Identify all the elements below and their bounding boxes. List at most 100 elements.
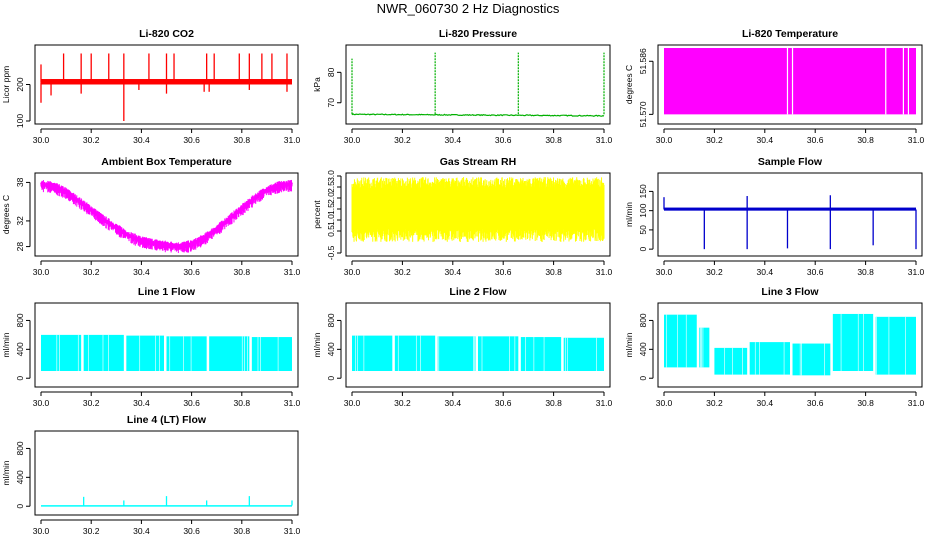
chart-title: Li-820 Temperature xyxy=(742,28,838,40)
series-data xyxy=(41,496,293,507)
y-tick-label: 3.0 xyxy=(326,170,336,182)
x-tick-label: 30.2 xyxy=(83,398,100,408)
plot-frame xyxy=(345,302,611,388)
chart-title: Line 3 Flow xyxy=(761,286,819,298)
x-tick-label: 30.2 xyxy=(83,267,100,277)
plot-frame xyxy=(34,172,299,257)
chart-panel-10: Line 4 (LT) Flow 30.0 30.2 30.4 30.6 30.8 31.0… xyxy=(1,414,301,536)
flow-segment xyxy=(209,336,250,371)
x-tick-label: 30.2 xyxy=(706,135,723,145)
chart-panel-6: Sample Flow 30.0 30.2 30.4 30.6 30.8 31.0 0 50 10… xyxy=(624,156,925,277)
series-data xyxy=(351,52,605,117)
data-point xyxy=(165,243,168,246)
x-tick-label: 30.8 xyxy=(857,135,874,145)
x-tick-label: 31.0 xyxy=(284,267,301,277)
y-tick-label: 32 xyxy=(15,216,25,226)
x-tick-label: 30.4 xyxy=(133,398,150,408)
x-tick-label: 30.2 xyxy=(83,526,100,536)
chart-panel-2: Li-820 Pressure 30.0 30.2 30.4 30.6 30.8 31.0 7… xyxy=(312,28,613,145)
x-axis: 30.0 30.2 30.4 30.6 30.8 31.0 xyxy=(344,128,613,145)
chart-panel-3: Li-820 Temperature 30.0 30.2 30.4 30.6 30.8 31… xyxy=(624,28,925,145)
y-tick-label: 800 xyxy=(326,313,336,327)
chart-panel-7: Line 1 Flow 30.0 30.2 30.4 30.6 30.8 31.0 0 400 8… xyxy=(1,286,301,408)
data-point xyxy=(153,241,155,244)
x-tick-label: 31.0 xyxy=(596,135,613,145)
data-point xyxy=(90,208,92,211)
y-axis: 0 400 800 ml/min xyxy=(312,313,342,381)
flow-segment xyxy=(749,342,790,375)
baseline-band xyxy=(41,505,292,507)
y-tick-label: 0 xyxy=(326,376,336,381)
data-point xyxy=(203,236,205,239)
y-tick-label: 800 xyxy=(638,313,648,327)
x-tick-label: 31.0 xyxy=(284,398,301,408)
x-tick-label: 30.8 xyxy=(234,267,251,277)
y-tick-label: 0 xyxy=(15,504,25,509)
y-tick-label: 80 xyxy=(326,67,336,77)
x-tick-label: 30.6 xyxy=(183,135,200,145)
flow-segment xyxy=(875,316,916,375)
x-tick-label: 31.0 xyxy=(908,135,925,145)
y-axis-label: ml/min xyxy=(1,332,11,357)
flow-segment xyxy=(792,343,831,376)
x-tick-label: 31.0 xyxy=(284,526,301,536)
x-tick-label: 30.6 xyxy=(495,267,512,277)
chart-title: Line 2 Flow xyxy=(449,286,507,298)
x-tick-label: 31.0 xyxy=(908,267,925,277)
flow-segment xyxy=(166,336,207,371)
y-tick-label: 800 xyxy=(15,313,25,327)
flow-segment xyxy=(352,335,393,371)
series-data xyxy=(351,177,605,242)
x-tick-label: 30.0 xyxy=(33,267,50,277)
chart-title: Li-820 CO2 xyxy=(139,28,194,40)
y-tick-label: 70 xyxy=(326,98,336,108)
plot-frame xyxy=(34,430,299,516)
chart-panel-5: Gas Stream RH 30.0 30.2 30.4 30.6 30.8 31.0 -0.… xyxy=(312,156,613,277)
x-tick-label: 30.0 xyxy=(33,398,50,408)
x-tick-label: 30.0 xyxy=(656,398,673,408)
flow-segment xyxy=(83,334,124,371)
x-tick-label: 30.2 xyxy=(394,398,411,408)
y-tick-label: 400 xyxy=(15,342,25,356)
y-tick-label: 100 xyxy=(15,114,25,128)
y-axis-label: degrees C xyxy=(624,65,634,104)
y-axis-label: degrees C xyxy=(1,195,11,234)
series-data xyxy=(664,313,916,376)
data-point xyxy=(178,245,180,247)
flow-segment xyxy=(41,334,82,371)
data-point xyxy=(128,234,130,236)
flow-segment xyxy=(520,337,562,371)
y-tick-label: 0 xyxy=(638,247,648,252)
y-axis-label: ml/min xyxy=(312,332,322,357)
x-tick-label: 30.4 xyxy=(445,135,462,145)
x-tick-label: 30.4 xyxy=(133,135,150,145)
flow-segment xyxy=(832,313,874,371)
plot-frame xyxy=(657,172,923,257)
x-axis: 30.0 30.2 30.4 30.6 30.8 31.0 xyxy=(656,391,925,408)
flow-segment xyxy=(437,336,476,371)
y-tick-label: 51.570 xyxy=(638,101,648,127)
x-tick-label: 30.0 xyxy=(344,135,361,145)
x-tick-label: 30.2 xyxy=(83,135,100,145)
plot-frame xyxy=(345,44,611,125)
y-tick-label: 0.5 xyxy=(326,225,336,237)
chart-title: Ambient Box Temperature xyxy=(101,156,232,168)
y-axis-label: percent xyxy=(312,200,322,229)
y-axis: 0 400 800 ml/min xyxy=(1,313,31,381)
x-tick-label: 30.0 xyxy=(33,526,50,536)
y-axis: 0 50 100 150 ml/min xyxy=(624,184,654,252)
y-tick-label: 0 xyxy=(15,376,25,381)
y-tick-label: 50 xyxy=(638,225,648,235)
data-point xyxy=(77,199,80,202)
x-tick-label: 30.4 xyxy=(445,267,462,277)
series-data xyxy=(41,334,292,371)
x-tick-label: 30.8 xyxy=(545,267,562,277)
x-tick-label: 31.0 xyxy=(284,135,301,145)
y-axis: 70 80 kPa xyxy=(312,67,342,108)
y-tick-label: 200 xyxy=(15,77,25,91)
data-point xyxy=(65,190,67,193)
y-axis-label: ml/min xyxy=(1,460,11,485)
x-tick-label: 30.0 xyxy=(344,267,361,277)
plot-frame xyxy=(657,44,923,125)
